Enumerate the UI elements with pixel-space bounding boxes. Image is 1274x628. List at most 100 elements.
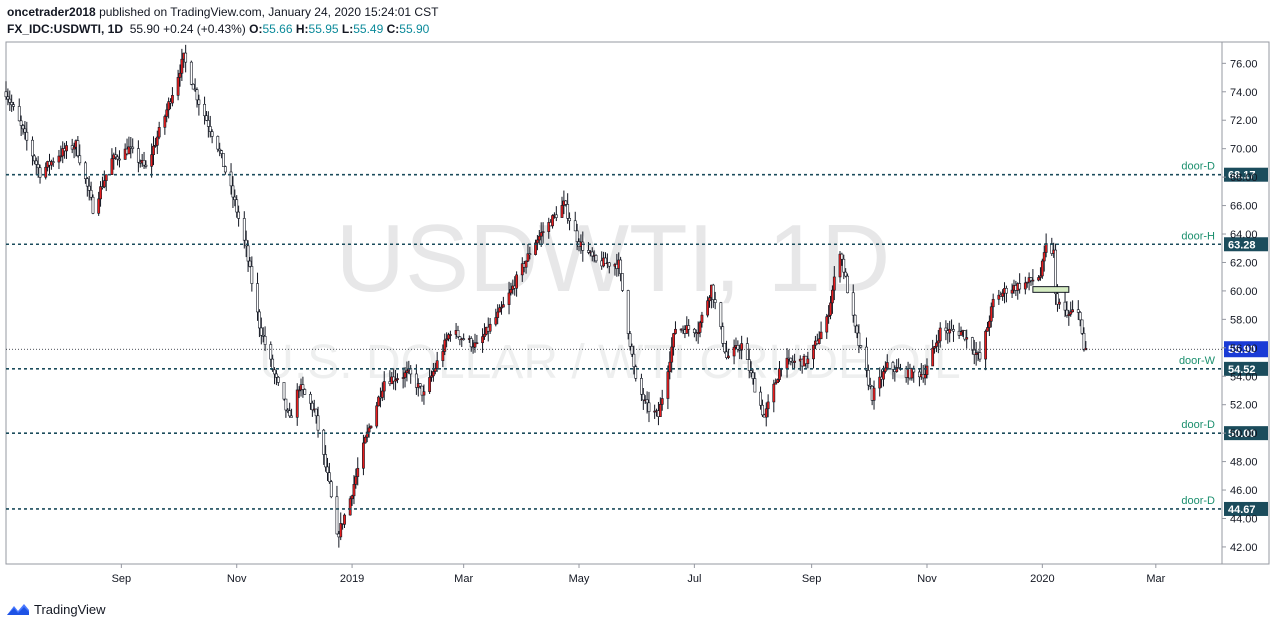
candle-body: [554, 214, 558, 218]
resistance-zone[interactable]: [1032, 286, 1070, 293]
candle-body: [242, 218, 246, 241]
candle-body: [696, 332, 700, 335]
level-price-badge: [1224, 426, 1268, 441]
x-tick-label: Mar: [454, 573, 473, 585]
candle-body: [931, 347, 935, 367]
candle-body: [883, 367, 887, 372]
level-price-badge: [1224, 361, 1268, 376]
candle-body: [165, 109, 169, 117]
candle-body: [1029, 277, 1033, 281]
candle-body: [885, 362, 889, 369]
candle-body: [21, 125, 25, 130]
y-tick-label: 58.00: [1230, 314, 1258, 326]
candle-body: [963, 330, 967, 340]
candle-body: [246, 245, 250, 262]
candle-body: [32, 155, 36, 162]
candle-body: [897, 367, 901, 369]
candle-body: [51, 161, 55, 163]
candle-body: [392, 376, 396, 382]
y-tick-label: 52.00: [1230, 400, 1258, 412]
last-price-badge: [1224, 341, 1268, 358]
candle-body: [978, 352, 982, 360]
candle-body: [275, 373, 278, 378]
symbol-label[interactable]: FX_IDC:USDWTI, 1D: [7, 22, 124, 36]
candle-body: [668, 361, 672, 373]
candle-body: [1039, 275, 1042, 278]
candle-body: [747, 359, 751, 371]
level-price-badge: [1224, 501, 1268, 516]
candle-body: [449, 334, 452, 336]
candle-body: [594, 255, 598, 262]
y-tick-label: 62.00: [1230, 257, 1258, 269]
candle-body: [144, 164, 148, 167]
candle-body: [1054, 249, 1057, 295]
candle-body: [365, 431, 369, 438]
candle-body: [764, 408, 768, 418]
candle-body: [297, 389, 301, 392]
candle-body: [829, 302, 832, 316]
candle-body: [1010, 289, 1014, 294]
candle-body: [153, 144, 157, 147]
candle-body: [925, 365, 929, 375]
candle-body: [719, 302, 723, 328]
candle-body: [859, 345, 863, 348]
candle-body: [515, 274, 519, 289]
candle-body: [604, 257, 607, 264]
candle-body: [17, 106, 21, 122]
y-tick-label: 74.00: [1230, 87, 1258, 99]
candle-body: [944, 327, 948, 332]
candle-body: [745, 343, 749, 360]
candle-body: [261, 334, 265, 337]
candle-body: [547, 222, 551, 232]
candle-body: [403, 372, 407, 378]
candle-body: [647, 402, 651, 412]
author-name[interactable]: oncetrader2018: [7, 5, 96, 19]
candle-body: [846, 275, 849, 294]
candle-body: [488, 323, 492, 332]
candle-body: [498, 307, 501, 313]
candle-body: [749, 370, 753, 374]
candle-body: [1065, 309, 1069, 316]
candle-body: [203, 103, 206, 117]
candle-body: [711, 284, 715, 300]
candle-body: [322, 429, 326, 455]
candle-body: [910, 368, 914, 379]
candle-body: [327, 472, 331, 483]
candle-body: [539, 232, 543, 237]
candle-body: [923, 374, 927, 379]
x-tick-label: 2019: [340, 573, 364, 585]
candle-body: [396, 378, 399, 381]
candle-body: [445, 338, 449, 341]
candle-body: [587, 250, 590, 253]
candle-body: [356, 467, 360, 477]
candle-body: [324, 454, 328, 468]
candle-body: [25, 131, 29, 141]
candle-body: [632, 353, 636, 367]
candle-body: [157, 127, 161, 138]
candle-body: [350, 495, 354, 500]
candle-body: [723, 343, 727, 353]
candle-body: [1042, 252, 1046, 262]
candle-body: [842, 258, 846, 273]
open-label: O:: [249, 22, 263, 36]
candle-body: [235, 199, 239, 213]
candle-body: [509, 289, 513, 294]
candle-body: [85, 178, 89, 187]
candle-body: [725, 351, 728, 358]
candle-body: [812, 344, 815, 360]
x-tick-label: Sep: [112, 573, 132, 585]
candle-body: [640, 378, 643, 395]
candle-body: [1063, 301, 1067, 311]
candle-body: [84, 162, 87, 179]
candle-body: [282, 382, 286, 400]
candle-body: [1080, 319, 1084, 334]
candle-body: [218, 148, 222, 151]
candle-body: [34, 160, 38, 165]
candle-body: [607, 262, 611, 267]
candle-body: [590, 251, 594, 257]
tradingview-brand[interactable]: TradingView: [6, 601, 106, 617]
candle-body: [184, 52, 188, 63]
candle-body: [692, 328, 696, 334]
candle-body: [418, 383, 422, 387]
